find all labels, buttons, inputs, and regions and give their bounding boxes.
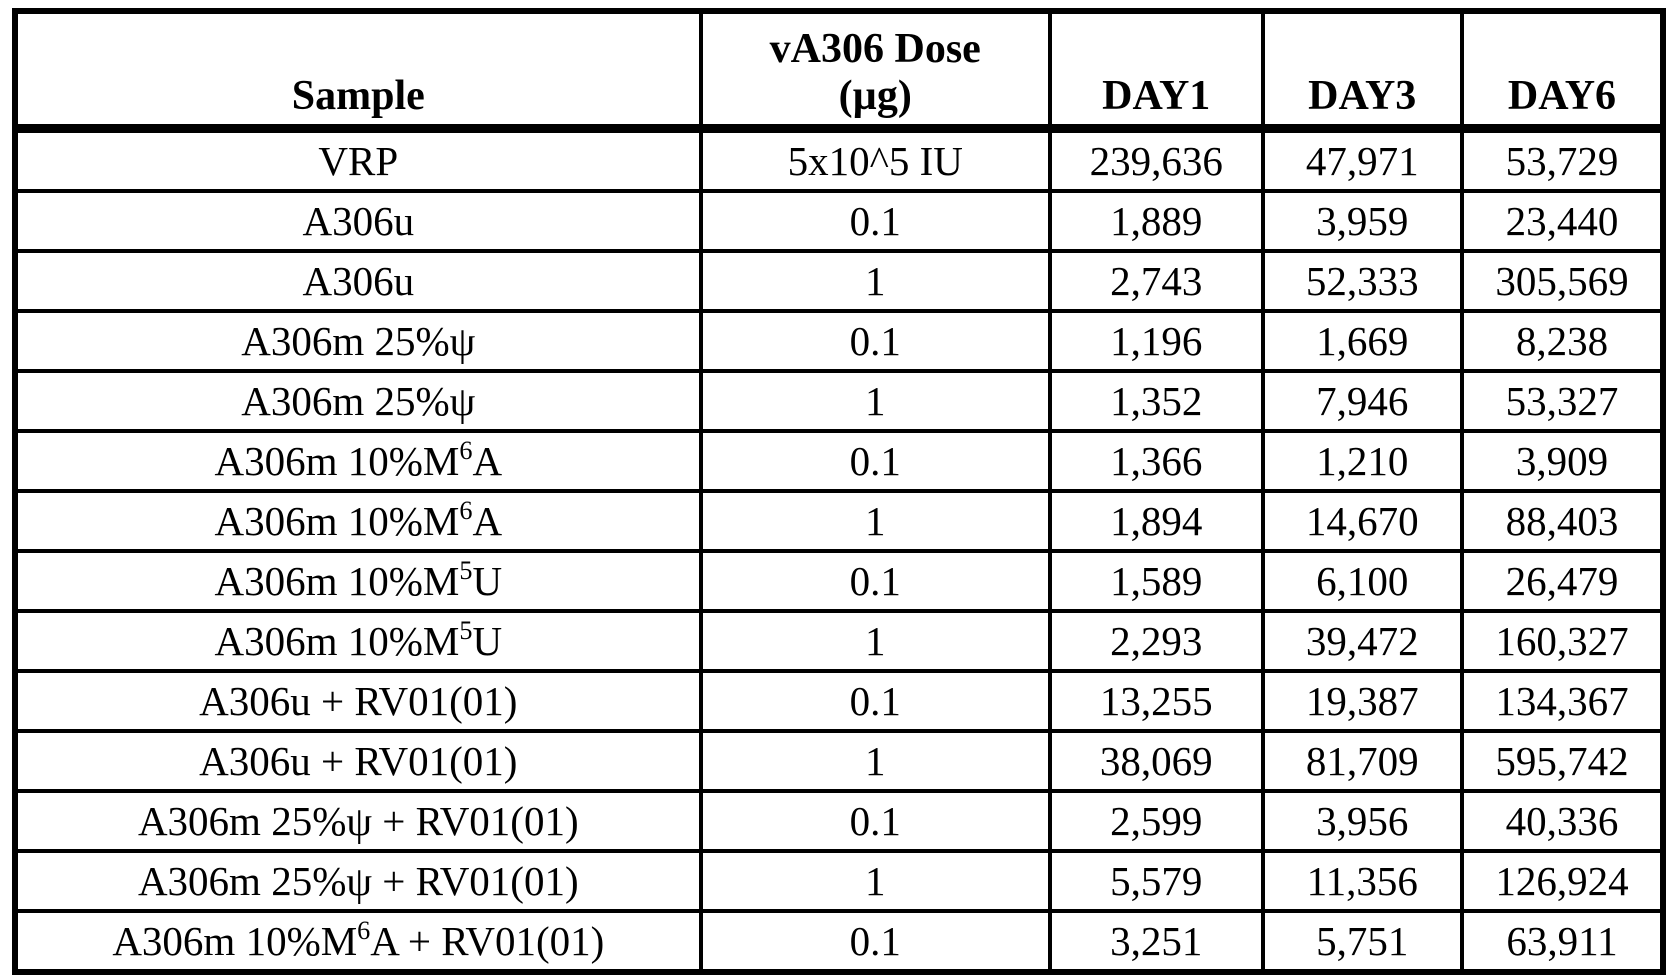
- cell-dose: 0.1: [698, 309, 1052, 373]
- cell-day6: 40,336: [1459, 789, 1666, 853]
- table-row: A306u + RV01(01) 1 38,069 81,709 595,742: [13, 729, 1666, 793]
- cell-day1: 239,636: [1047, 126, 1265, 193]
- cell-day1: 1,889: [1047, 189, 1265, 253]
- cell-day3: 52,333: [1260, 249, 1464, 313]
- cell-dose: 0.1: [698, 189, 1052, 253]
- cell-day1: 2,599: [1047, 789, 1265, 853]
- header-row: Sample vA306 Dose (µg) DAY1 DAY3 DAY6: [13, 9, 1666, 133]
- cell-dose: 0.1: [698, 549, 1052, 613]
- cell-day1: 1,196: [1047, 309, 1265, 373]
- cell-day6: 3,909: [1459, 429, 1666, 493]
- cell-sample: A306u + RV01(01): [13, 729, 703, 793]
- cell-dose: 1: [698, 729, 1052, 793]
- cell-day6: 160,327: [1459, 609, 1666, 673]
- cell-day6: 305,569: [1459, 249, 1666, 313]
- cell-dose: 0.1: [698, 669, 1052, 733]
- cell-dose: 0.1: [698, 789, 1052, 853]
- cell-day3: 7,946: [1260, 369, 1464, 433]
- cell-sample: A306m 10%M6A + RV01(01): [13, 909, 703, 974]
- col-header-day1: DAY1: [1047, 9, 1265, 133]
- results-table: Sample vA306 Dose (µg) DAY1 DAY3 DAY6 VR…: [12, 8, 1666, 975]
- cell-sample: A306m 25%ψ: [13, 309, 703, 373]
- cell-sample: VRP: [13, 126, 703, 193]
- table-row: A306m 10%M5U 0.1 1,589 6,100 26,479: [13, 549, 1666, 613]
- cell-sample: A306m 25%ψ + RV01(01): [13, 789, 703, 853]
- cell-dose: 0.1: [698, 429, 1052, 493]
- cell-dose: 1: [698, 369, 1052, 433]
- cell-day3: 47,971: [1260, 126, 1464, 193]
- table-row: A306m 25%ψ + RV01(01) 1 5,579 11,356 126,924: [13, 849, 1666, 913]
- cell-day1: 1,366: [1047, 429, 1265, 493]
- cell-day6: 88,403: [1459, 489, 1666, 553]
- cell-day6: 595,742: [1459, 729, 1666, 793]
- cell-day6: 63,911: [1459, 909, 1666, 974]
- cell-day6: 23,440: [1459, 189, 1666, 253]
- table-body: VRP 5x10^5 IU 239,636 47,971 53,729 A306u 0.1 1…: [13, 126, 1666, 974]
- cell-dose: 1: [698, 489, 1052, 553]
- cell-day3: 11,356: [1260, 849, 1464, 913]
- cell-day6: 53,327: [1459, 369, 1666, 433]
- table-row: A306m 10%M6A 1 1,894 14,670 88,403: [13, 489, 1666, 553]
- cell-day6: 26,479: [1459, 549, 1666, 613]
- cell-sample: A306u: [13, 249, 703, 313]
- cell-day3: 39,472: [1260, 609, 1464, 673]
- cell-sample: A306m 10%M6A: [13, 489, 703, 553]
- col-header-dose: vA306 Dose (µg): [698, 9, 1052, 133]
- table-row: A306m 25%ψ 0.1 1,196 1,669 8,238: [13, 309, 1666, 373]
- cell-day3: 3,959: [1260, 189, 1464, 253]
- col-header-sample: Sample: [13, 9, 703, 133]
- cell-day3: 1,669: [1260, 309, 1464, 373]
- cell-day1: 13,255: [1047, 669, 1265, 733]
- cell-dose: 1: [698, 609, 1052, 673]
- cell-day6: 8,238: [1459, 309, 1666, 373]
- cell-sample: A306u + RV01(01): [13, 669, 703, 733]
- cell-day6: 126,924: [1459, 849, 1666, 913]
- table-row: A306m 10%M6A + RV01(01) 0.1 3,251 5,751 63,9…: [13, 909, 1666, 974]
- cell-day3: 1,210: [1260, 429, 1464, 493]
- cell-day1: 1,589: [1047, 549, 1265, 613]
- cell-day1: 38,069: [1047, 729, 1265, 793]
- cell-day3: 19,387: [1260, 669, 1464, 733]
- cell-day3: 5,751: [1260, 909, 1464, 974]
- cell-day3: 3,956: [1260, 789, 1464, 853]
- col-header-day3: DAY3: [1260, 9, 1464, 133]
- table-row: A306m 25%ψ 1 1,352 7,946 53,327: [13, 369, 1666, 433]
- cell-dose: 1: [698, 249, 1052, 313]
- table-header: Sample vA306 Dose (µg) DAY1 DAY3 DAY6: [13, 9, 1666, 133]
- cell-day1: 1,894: [1047, 489, 1265, 553]
- cell-day3: 6,100: [1260, 549, 1464, 613]
- cell-dose: 0.1: [698, 909, 1052, 974]
- cell-day1: 3,251: [1047, 909, 1265, 974]
- cell-day1: 2,743: [1047, 249, 1265, 313]
- cell-sample: A306u: [13, 189, 703, 253]
- cell-day1: 5,579: [1047, 849, 1265, 913]
- cell-day1: 1,352: [1047, 369, 1265, 433]
- table-row: A306u 0.1 1,889 3,959 23,440: [13, 189, 1666, 253]
- superscript: 6: [357, 915, 371, 945]
- cell-sample: A306m 25%ψ: [13, 369, 703, 433]
- cell-sample: A306m 10%M5U: [13, 609, 703, 673]
- cell-day3: 14,670: [1260, 489, 1464, 553]
- table-row: A306u 1 2,743 52,333 305,569: [13, 249, 1666, 313]
- superscript: 6: [459, 495, 473, 525]
- cell-sample: A306m 10%M6A: [13, 429, 703, 493]
- cell-day6: 134,367: [1459, 669, 1666, 733]
- cell-sample: A306m 25%ψ + RV01(01): [13, 849, 703, 913]
- table-row: A306u + RV01(01) 0.1 13,255 19,387 134,367: [13, 669, 1666, 733]
- table-row: A306m 10%M6A 0.1 1,366 1,210 3,909: [13, 429, 1666, 493]
- table-row: A306m 25%ψ + RV01(01) 0.1 2,599 3,956 40,336: [13, 789, 1666, 853]
- cell-day1: 2,293: [1047, 609, 1265, 673]
- cell-day6: 53,729: [1459, 126, 1666, 193]
- col-header-day6: DAY6: [1459, 9, 1666, 133]
- cell-dose: 5x10^5 IU: [698, 126, 1052, 193]
- cell-sample: A306m 10%M5U: [13, 549, 703, 613]
- table-row: A306m 10%M5U 1 2,293 39,472 160,327: [13, 609, 1666, 673]
- superscript: 5: [459, 615, 473, 645]
- cell-day3: 81,709: [1260, 729, 1464, 793]
- superscript: 6: [459, 435, 473, 465]
- cell-dose: 1: [698, 849, 1052, 913]
- superscript: 5: [459, 555, 473, 585]
- table-row: VRP 5x10^5 IU 239,636 47,971 53,729: [13, 126, 1666, 193]
